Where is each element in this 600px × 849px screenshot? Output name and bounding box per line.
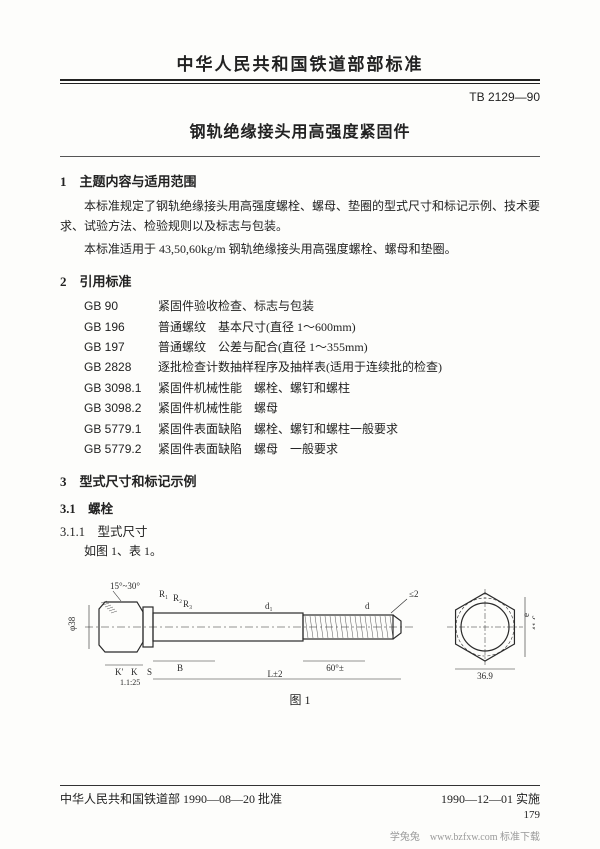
svg-text:K: K	[131, 667, 138, 677]
svg-text:d: d	[365, 601, 370, 611]
svg-text:d₁: d₁	[265, 601, 273, 611]
ref-code: GB 2828	[84, 357, 158, 377]
watermark-text: 学兔兔 www.bzfxw.com 标准下载	[390, 828, 540, 843]
document-page: 中华人民共和国铁道部部标准 TB 2129—90 钢轨绝缘接头用高强度紧固件 1…	[0, 0, 600, 849]
svg-text:S: S	[147, 667, 152, 677]
reference-list: GB 90紧固件验收检查、标志与包装 GB 196普通螺纹 基本尺寸(直径 1～…	[84, 296, 540, 459]
svg-text:41.6: 41.6	[531, 615, 535, 631]
svg-text:15°~30°: 15°~30°	[110, 581, 140, 591]
section-3-1-heading: 3.1 螺栓	[60, 498, 540, 517]
ref-code: GB 5779.1	[84, 419, 158, 439]
page-footer: 中华人民共和国铁道部 1990—08—20 批准 1990—12—01 实施 1…	[60, 785, 540, 821]
footer-approval: 中华人民共和国铁道部 1990—08—20 批准	[60, 790, 282, 807]
ref-desc: 逐批检查计数抽样程序及抽样表(适用于连续批的检查)	[158, 357, 442, 377]
svg-text:φ38: φ38	[67, 617, 77, 632]
svg-text:≤2: ≤2	[409, 589, 418, 599]
section-2-heading: 2 引用标准	[60, 271, 540, 290]
ref-row: GB 90紧固件验收检查、标志与包装	[84, 296, 540, 316]
svg-text:R₁: R₁	[159, 589, 168, 599]
svg-text:B: B	[177, 663, 183, 673]
svg-text:K′: K′	[115, 667, 123, 677]
footer-effective: 1990—12—01 实施	[441, 790, 540, 807]
figure-1-caption: 图 1	[60, 691, 540, 708]
ref-code: GB 3098.1	[84, 378, 158, 398]
footer-rule	[60, 785, 540, 786]
ref-code: GB 197	[84, 337, 158, 357]
ref-code: GB 196	[84, 317, 158, 337]
ref-code: GB 90	[84, 296, 158, 316]
svg-text:L±2: L±2	[268, 669, 283, 679]
ref-desc: 紧固件机械性能 螺栓、螺钉和螺柱	[158, 378, 350, 398]
bolt-diagram-icon: 15°~30° R₁ R₂R₃ φ38 d₁ d K′ KS B 1.1:25 60°± L±2 ≤2 e…	[65, 567, 535, 687]
header-double-rule	[60, 79, 540, 84]
standard-code: TB 2129—90	[60, 90, 540, 104]
svg-text:36.9: 36.9	[477, 671, 493, 681]
ref-row: GB 3098.2紧固件机械性能 螺母	[84, 398, 540, 418]
section-1-p2: 本标准适用于 43,50,60kg/m 钢轨绝缘接头用高强度螺栓、螺母和垫圈。	[60, 239, 540, 259]
org-title: 中华人民共和国铁道部部标准	[60, 50, 540, 75]
ref-row: GB 197普通螺纹 公差与配合(直径 1～355mm)	[84, 337, 540, 357]
svg-text:60°±: 60°±	[326, 663, 344, 673]
figure-1: 15°~30° R₁ R₂R₃ φ38 d₁ d K′ KS B 1.1:25 60°± L±2 ≤2 e…	[60, 567, 540, 708]
ref-desc: 紧固件表面缺陷 螺栓、螺钉和螺柱一般要求	[158, 419, 398, 439]
ref-row: GB 196普通螺纹 基本尺寸(直径 1～600mm)	[84, 317, 540, 337]
ref-row: GB 5779.2紧固件表面缺陷 螺母 一般要求	[84, 439, 540, 459]
svg-text:1.1:25: 1.1:25	[120, 678, 140, 687]
section-1-heading: 1 主题内容与适用范围	[60, 171, 540, 190]
svg-text:R₂: R₂	[173, 593, 182, 603]
ref-desc: 紧固件表面缺陷 螺母 一般要求	[158, 439, 338, 459]
ref-row: GB 2828逐批检查计数抽样程序及抽样表(适用于连续批的检查)	[84, 357, 540, 377]
ref-desc: 普通螺纹 公差与配合(直径 1～355mm)	[158, 337, 368, 357]
ref-desc: 紧固件机械性能 螺母	[158, 398, 278, 418]
page-number: 179	[60, 809, 540, 821]
section-3-1-1-heading: 3.1.1 型式尺寸	[60, 521, 540, 540]
title-separator	[60, 156, 540, 157]
svg-text:e: e	[521, 613, 531, 617]
document-title: 钢轨绝缘接头用高强度紧固件	[60, 118, 540, 142]
svg-text:R₃: R₃	[183, 599, 192, 609]
ref-code: GB 3098.2	[84, 398, 158, 418]
ref-row: GB 3098.1紧固件机械性能 螺栓、螺钉和螺柱	[84, 378, 540, 398]
section-3-1-1-body: 如图 1、表 1。	[84, 542, 540, 559]
section-1-p1: 本标准规定了钢轨绝缘接头用高强度螺栓、螺母、垫圈的型式尺寸和标记示例、技术要求、…	[60, 196, 540, 237]
ref-code: GB 5779.2	[84, 439, 158, 459]
ref-row: GB 5779.1紧固件表面缺陷 螺栓、螺钉和螺柱一般要求	[84, 419, 540, 439]
ref-desc: 普通螺纹 基本尺寸(直径 1～600mm)	[158, 317, 356, 337]
section-3-heading: 3 型式尺寸和标记示例	[60, 471, 540, 490]
ref-desc: 紧固件验收检查、标志与包装	[158, 296, 314, 316]
